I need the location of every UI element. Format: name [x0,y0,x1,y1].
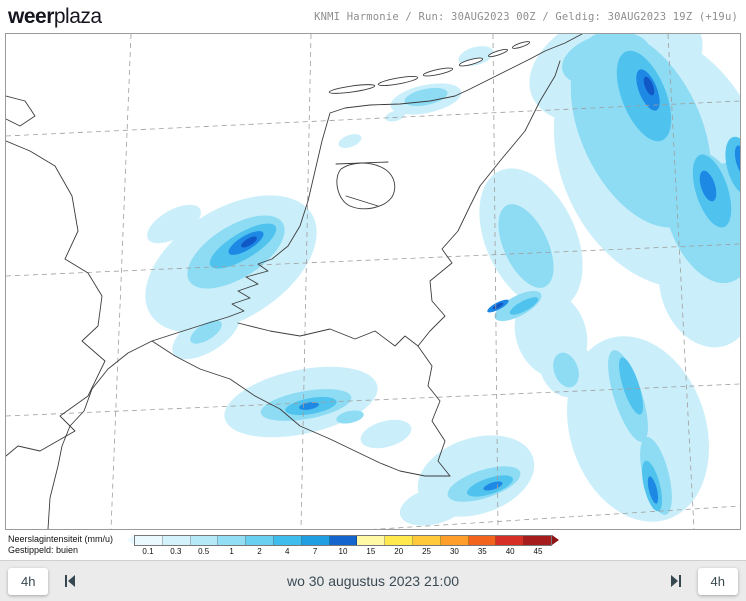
weather-map [5,33,741,530]
legend-value: 20 [394,546,404,556]
legend-cell [496,535,525,545]
step-back-4h-button[interactable]: 4h [8,567,49,595]
graticule-lines [6,34,740,529]
legend-scale: 0.1 0.3 0.5 1 2 4 7 10 15 20 25 30 35 40 45 [127,534,560,556]
legend-cell [440,535,469,545]
legend-cell [135,535,163,545]
header: weerplaza KNMI Harmonie / Run: 30AUG2023… [0,0,746,33]
legend-cell [246,535,275,545]
legend-subtitle: Gestippeld: buien [8,545,79,555]
skip-to-start-icon [65,575,76,587]
legend-value: 45 [533,546,543,556]
legend-value: 7 [312,546,318,556]
coastlines-borders [6,34,583,529]
time-control-bar: 4h wo 30 augustus 2023 21:00 4h [0,560,746,601]
legend-cell [468,535,497,545]
legend-value: 30 [449,546,459,556]
weerplaza-logo[interactable]: weerplaza [8,6,102,27]
legend-cell [218,535,247,545]
model-run-info: KNMI Harmonie / Run: 30AUG2023 00Z / Gel… [314,10,738,23]
legend-value: 1 [229,546,234,556]
logo-weer: weer [8,5,54,28]
precipitation-areas [145,34,740,526]
skip-to-start-button[interactable] [58,569,82,593]
legend-cell [385,535,414,545]
legend-value: 0.5 [198,546,210,556]
legend-values: 0.1 0.3 0.5 1 2 4 7 10 15 20 25 30 35 40 45 [127,546,559,556]
legend-cell [190,535,219,545]
legend-cell [274,535,302,545]
legend-right-tip [552,534,560,545]
legend-value: 35 [477,546,487,556]
legend-cell [329,535,358,545]
legend-value: 4 [285,546,290,556]
precipitation-map-svg [6,34,740,529]
legend-value: 2 [257,546,262,556]
legend: Neerslagintensiteit (mm/u) Gestippeld: b… [0,530,746,560]
legend-value: 10 [338,546,348,556]
legend-value: 0.3 [170,546,182,556]
legend-cell [413,535,441,545]
legend-value: 25 [422,546,432,556]
legend-title: Neerslagintensiteit (mm/u) [8,534,114,544]
legend-cell [301,535,330,545]
legend-value: 40 [505,546,515,556]
legend-cell [524,535,551,545]
skip-to-end-icon [670,575,681,587]
skip-to-end-button[interactable] [664,569,688,593]
legend-value: 15 [366,546,376,556]
legend-left-tip [127,534,135,545]
legend-cell [162,535,191,545]
current-datetime: wo 30 augustus 2023 21:00 [286,573,460,589]
step-forward-4h-button[interactable]: 4h [697,567,738,595]
legend-value: 0.1 [142,546,154,556]
legend-cell [357,535,386,545]
legend-labels: Neerslagintensiteit (mm/u) Gestippeld: b… [8,534,113,556]
legend-colorbar [134,534,553,546]
logo-plaza: plaza [53,5,102,28]
